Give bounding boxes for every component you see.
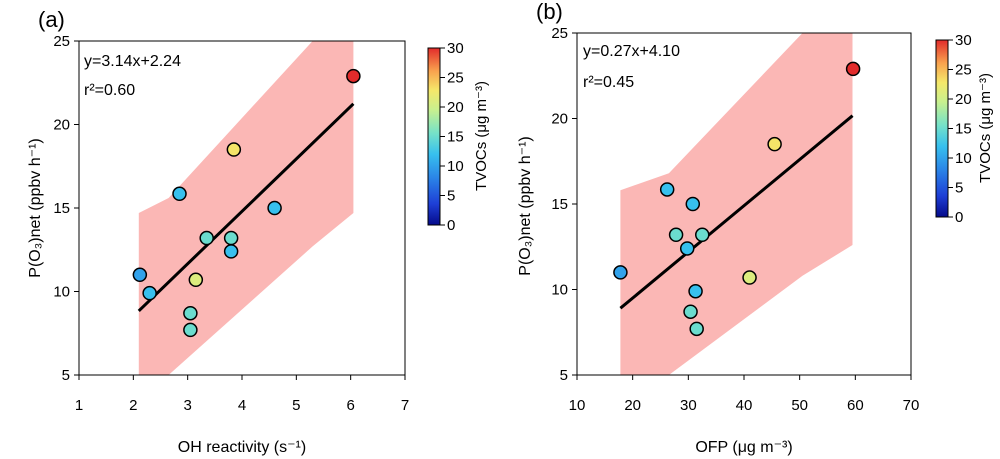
colorbar-tick-label: 15 [447, 129, 464, 146]
panel-b-colorbar-title: TVOCs (μg m⁻³) [977, 73, 994, 183]
data-point [199, 230, 214, 246]
panel-b-x-axis-title: OFP (μg m⁻³) [695, 439, 792, 456]
data-point [683, 304, 698, 319]
y-tick-label: 5 [560, 367, 568, 384]
data-point [142, 285, 157, 301]
colorbar-tick-label: 5 [447, 188, 455, 205]
colorbar-tick-label: 0 [447, 217, 455, 234]
data-point [688, 283, 703, 299]
panel-a-equation: y=3.14x+2.24 [84, 53, 181, 70]
panel-a-points [132, 68, 361, 338]
panel-b-colorbar [935, 39, 949, 218]
y-tick-label: 15 [551, 196, 568, 213]
panel-a-fit-line [137, 102, 355, 313]
data-point [183, 322, 198, 338]
panel-b-r2: r²=0.45 [583, 74, 634, 91]
x-tick-label: 4 [238, 397, 246, 414]
panel-b-equation: y=0.27x+4.10 [583, 43, 680, 60]
panel-a: (a) 1 2 3 4 5 6 7 5 10 15 20 25 y=3.14x+2.24 r²=0.… [27, 7, 490, 456]
x-tick-label: 50 [791, 397, 808, 414]
colorbar-tick-label: 10 [955, 150, 972, 167]
data-point [689, 321, 704, 337]
panel-a-y-axis-title: P(O₃)net (ppbv h⁻¹) [27, 138, 44, 277]
data-point [346, 68, 361, 84]
y-tick-label: 10 [53, 284, 70, 301]
panel-a-x-ticks: 1 2 3 4 5 6 7 [75, 375, 409, 414]
x-tick-label: 5 [292, 397, 300, 414]
colorbar-tick-label: 30 [447, 40, 464, 57]
panel-a-y-ticks: 5 10 15 20 25 [53, 33, 79, 384]
y-tick-label: 25 [53, 33, 70, 50]
panel-a-colorbar-title: TVOCs (μg m⁻³) [473, 81, 490, 191]
panel-a-r2: r²=0.60 [84, 82, 135, 99]
x-tick-label: 1 [75, 397, 83, 414]
data-point [226, 142, 242, 157]
panel-b-confidence-band [620, 33, 853, 375]
data-point [695, 227, 710, 243]
data-point [742, 270, 757, 285]
x-tick-label: 20 [624, 397, 641, 414]
panel-b-colorbar-ticks: 0 5 10 15 20 25 30 [948, 32, 972, 226]
data-point [668, 227, 684, 243]
y-tick-label: 15 [53, 200, 70, 217]
y-tick-label: 25 [551, 25, 568, 42]
y-tick-label: 20 [53, 117, 70, 134]
data-point [223, 244, 239, 259]
x-tick-label: 60 [847, 397, 864, 414]
data-point [685, 196, 701, 212]
panel-b-x-ticks: 10 20 30 40 50 60 70 [569, 375, 920, 414]
panel-a-colorbar [427, 47, 441, 226]
colorbar-tick-label: 30 [955, 32, 972, 49]
colorbar-tick-label: 20 [955, 91, 972, 108]
data-point [188, 272, 204, 288]
data-point [767, 136, 782, 152]
panel-b-y-ticks: 5 10 15 20 25 [551, 25, 577, 384]
y-tick-label: 5 [62, 367, 70, 384]
x-tick-label: 30 [680, 397, 697, 414]
panel-a-label: (a) [38, 7, 65, 32]
colorbar-tick-label: 5 [955, 180, 963, 197]
panel-b-y-axis-title: P(O₃)net (ppbv h⁻¹) [517, 136, 534, 275]
colorbar-tick-label: 0 [955, 209, 963, 226]
colorbar-tick-label: 25 [447, 70, 464, 87]
x-tick-label: 40 [736, 397, 753, 414]
panel-a-x-axis-title: OH reactivity (s⁻¹) [178, 439, 306, 456]
data-point [613, 265, 628, 280]
data-point [845, 61, 861, 77]
colorbar-tick-label: 10 [447, 158, 464, 175]
data-point [172, 186, 187, 202]
data-point [679, 241, 695, 256]
colorbar-tick-label: 15 [955, 121, 972, 138]
panel-b-fit-line [619, 114, 854, 310]
y-tick-label: 20 [551, 111, 568, 128]
x-tick-label: 3 [183, 397, 191, 414]
data-point [223, 230, 239, 246]
colorbar-tick-label: 20 [447, 99, 464, 116]
data-point [132, 267, 148, 283]
y-tick-label: 10 [551, 282, 568, 299]
data-point [659, 182, 675, 197]
panel-a-colorbar-ticks: 0 5 10 15 20 25 30 [440, 40, 464, 234]
panel-b-label: (b) [536, 0, 563, 24]
data-point [183, 305, 198, 321]
x-tick-label: 6 [346, 397, 354, 414]
x-tick-label: 7 [401, 397, 409, 414]
data-point [267, 200, 282, 216]
panel-b-points [613, 61, 861, 337]
x-tick-label: 2 [129, 397, 137, 414]
x-tick-label: 10 [569, 397, 586, 414]
x-tick-label: 70 [903, 397, 920, 414]
colorbar-tick-label: 25 [955, 62, 972, 79]
